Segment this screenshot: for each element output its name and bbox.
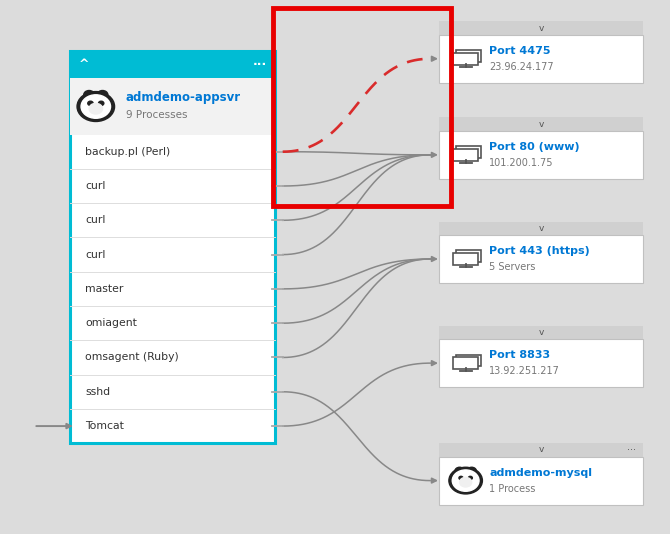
Text: 23.96.24.177: 23.96.24.177 bbox=[489, 62, 553, 72]
FancyBboxPatch shape bbox=[439, 443, 643, 457]
FancyBboxPatch shape bbox=[70, 51, 275, 443]
Text: admdemo-mysql: admdemo-mysql bbox=[489, 468, 592, 477]
FancyBboxPatch shape bbox=[439, 235, 643, 283]
Text: omsagent (Ruby): omsagent (Ruby) bbox=[85, 352, 179, 363]
FancyBboxPatch shape bbox=[70, 78, 275, 135]
Text: backup.pl (Perl): backup.pl (Perl) bbox=[85, 147, 170, 156]
Circle shape bbox=[84, 90, 94, 99]
Text: v: v bbox=[538, 23, 544, 33]
Text: ···: ··· bbox=[253, 58, 267, 71]
Text: v: v bbox=[538, 224, 544, 233]
Text: ···: ··· bbox=[628, 445, 636, 455]
Circle shape bbox=[98, 101, 104, 106]
Text: Tomcat: Tomcat bbox=[85, 421, 124, 431]
Text: master: master bbox=[85, 284, 123, 294]
FancyBboxPatch shape bbox=[439, 457, 643, 505]
FancyBboxPatch shape bbox=[456, 50, 481, 62]
FancyBboxPatch shape bbox=[439, 35, 643, 83]
Circle shape bbox=[459, 476, 463, 480]
Circle shape bbox=[88, 101, 93, 106]
Text: curl: curl bbox=[85, 215, 105, 225]
Text: Port 80 (www): Port 80 (www) bbox=[489, 142, 580, 152]
Circle shape bbox=[97, 90, 108, 99]
Text: v: v bbox=[538, 445, 544, 454]
Circle shape bbox=[81, 95, 111, 119]
Circle shape bbox=[449, 467, 482, 494]
FancyBboxPatch shape bbox=[456, 355, 481, 366]
FancyBboxPatch shape bbox=[453, 357, 478, 369]
Text: curl: curl bbox=[85, 181, 105, 191]
FancyBboxPatch shape bbox=[70, 51, 275, 78]
FancyBboxPatch shape bbox=[456, 250, 481, 262]
Text: 9 Processes: 9 Processes bbox=[126, 110, 188, 120]
Text: admdemo-appsvr: admdemo-appsvr bbox=[126, 91, 241, 105]
FancyBboxPatch shape bbox=[453, 253, 478, 265]
Ellipse shape bbox=[89, 104, 103, 114]
Text: sshd: sshd bbox=[85, 387, 110, 397]
FancyBboxPatch shape bbox=[453, 149, 478, 161]
Text: 13.92.251.217: 13.92.251.217 bbox=[489, 366, 560, 376]
FancyBboxPatch shape bbox=[453, 53, 478, 65]
FancyBboxPatch shape bbox=[439, 21, 643, 35]
FancyBboxPatch shape bbox=[439, 339, 643, 387]
Circle shape bbox=[468, 476, 472, 480]
Circle shape bbox=[77, 92, 115, 122]
Text: omiagent: omiagent bbox=[85, 318, 137, 328]
Circle shape bbox=[452, 470, 479, 491]
Text: v: v bbox=[538, 328, 544, 337]
FancyBboxPatch shape bbox=[439, 131, 643, 179]
Text: curl: curl bbox=[85, 249, 105, 260]
Text: 1 Process: 1 Process bbox=[489, 484, 535, 493]
FancyBboxPatch shape bbox=[439, 222, 643, 235]
Text: Port 443 (https): Port 443 (https) bbox=[489, 246, 590, 256]
Circle shape bbox=[467, 467, 476, 475]
Text: ^: ^ bbox=[79, 58, 90, 71]
Text: Port 8833: Port 8833 bbox=[489, 350, 550, 360]
FancyBboxPatch shape bbox=[439, 326, 643, 339]
Circle shape bbox=[455, 467, 464, 475]
Text: 5 Servers: 5 Servers bbox=[489, 262, 535, 272]
Text: 101.200.1.75: 101.200.1.75 bbox=[489, 158, 553, 168]
Text: v: v bbox=[538, 120, 544, 129]
FancyBboxPatch shape bbox=[456, 146, 481, 158]
Ellipse shape bbox=[460, 477, 472, 487]
FancyBboxPatch shape bbox=[439, 117, 643, 131]
Text: Port 4475: Port 4475 bbox=[489, 46, 551, 56]
